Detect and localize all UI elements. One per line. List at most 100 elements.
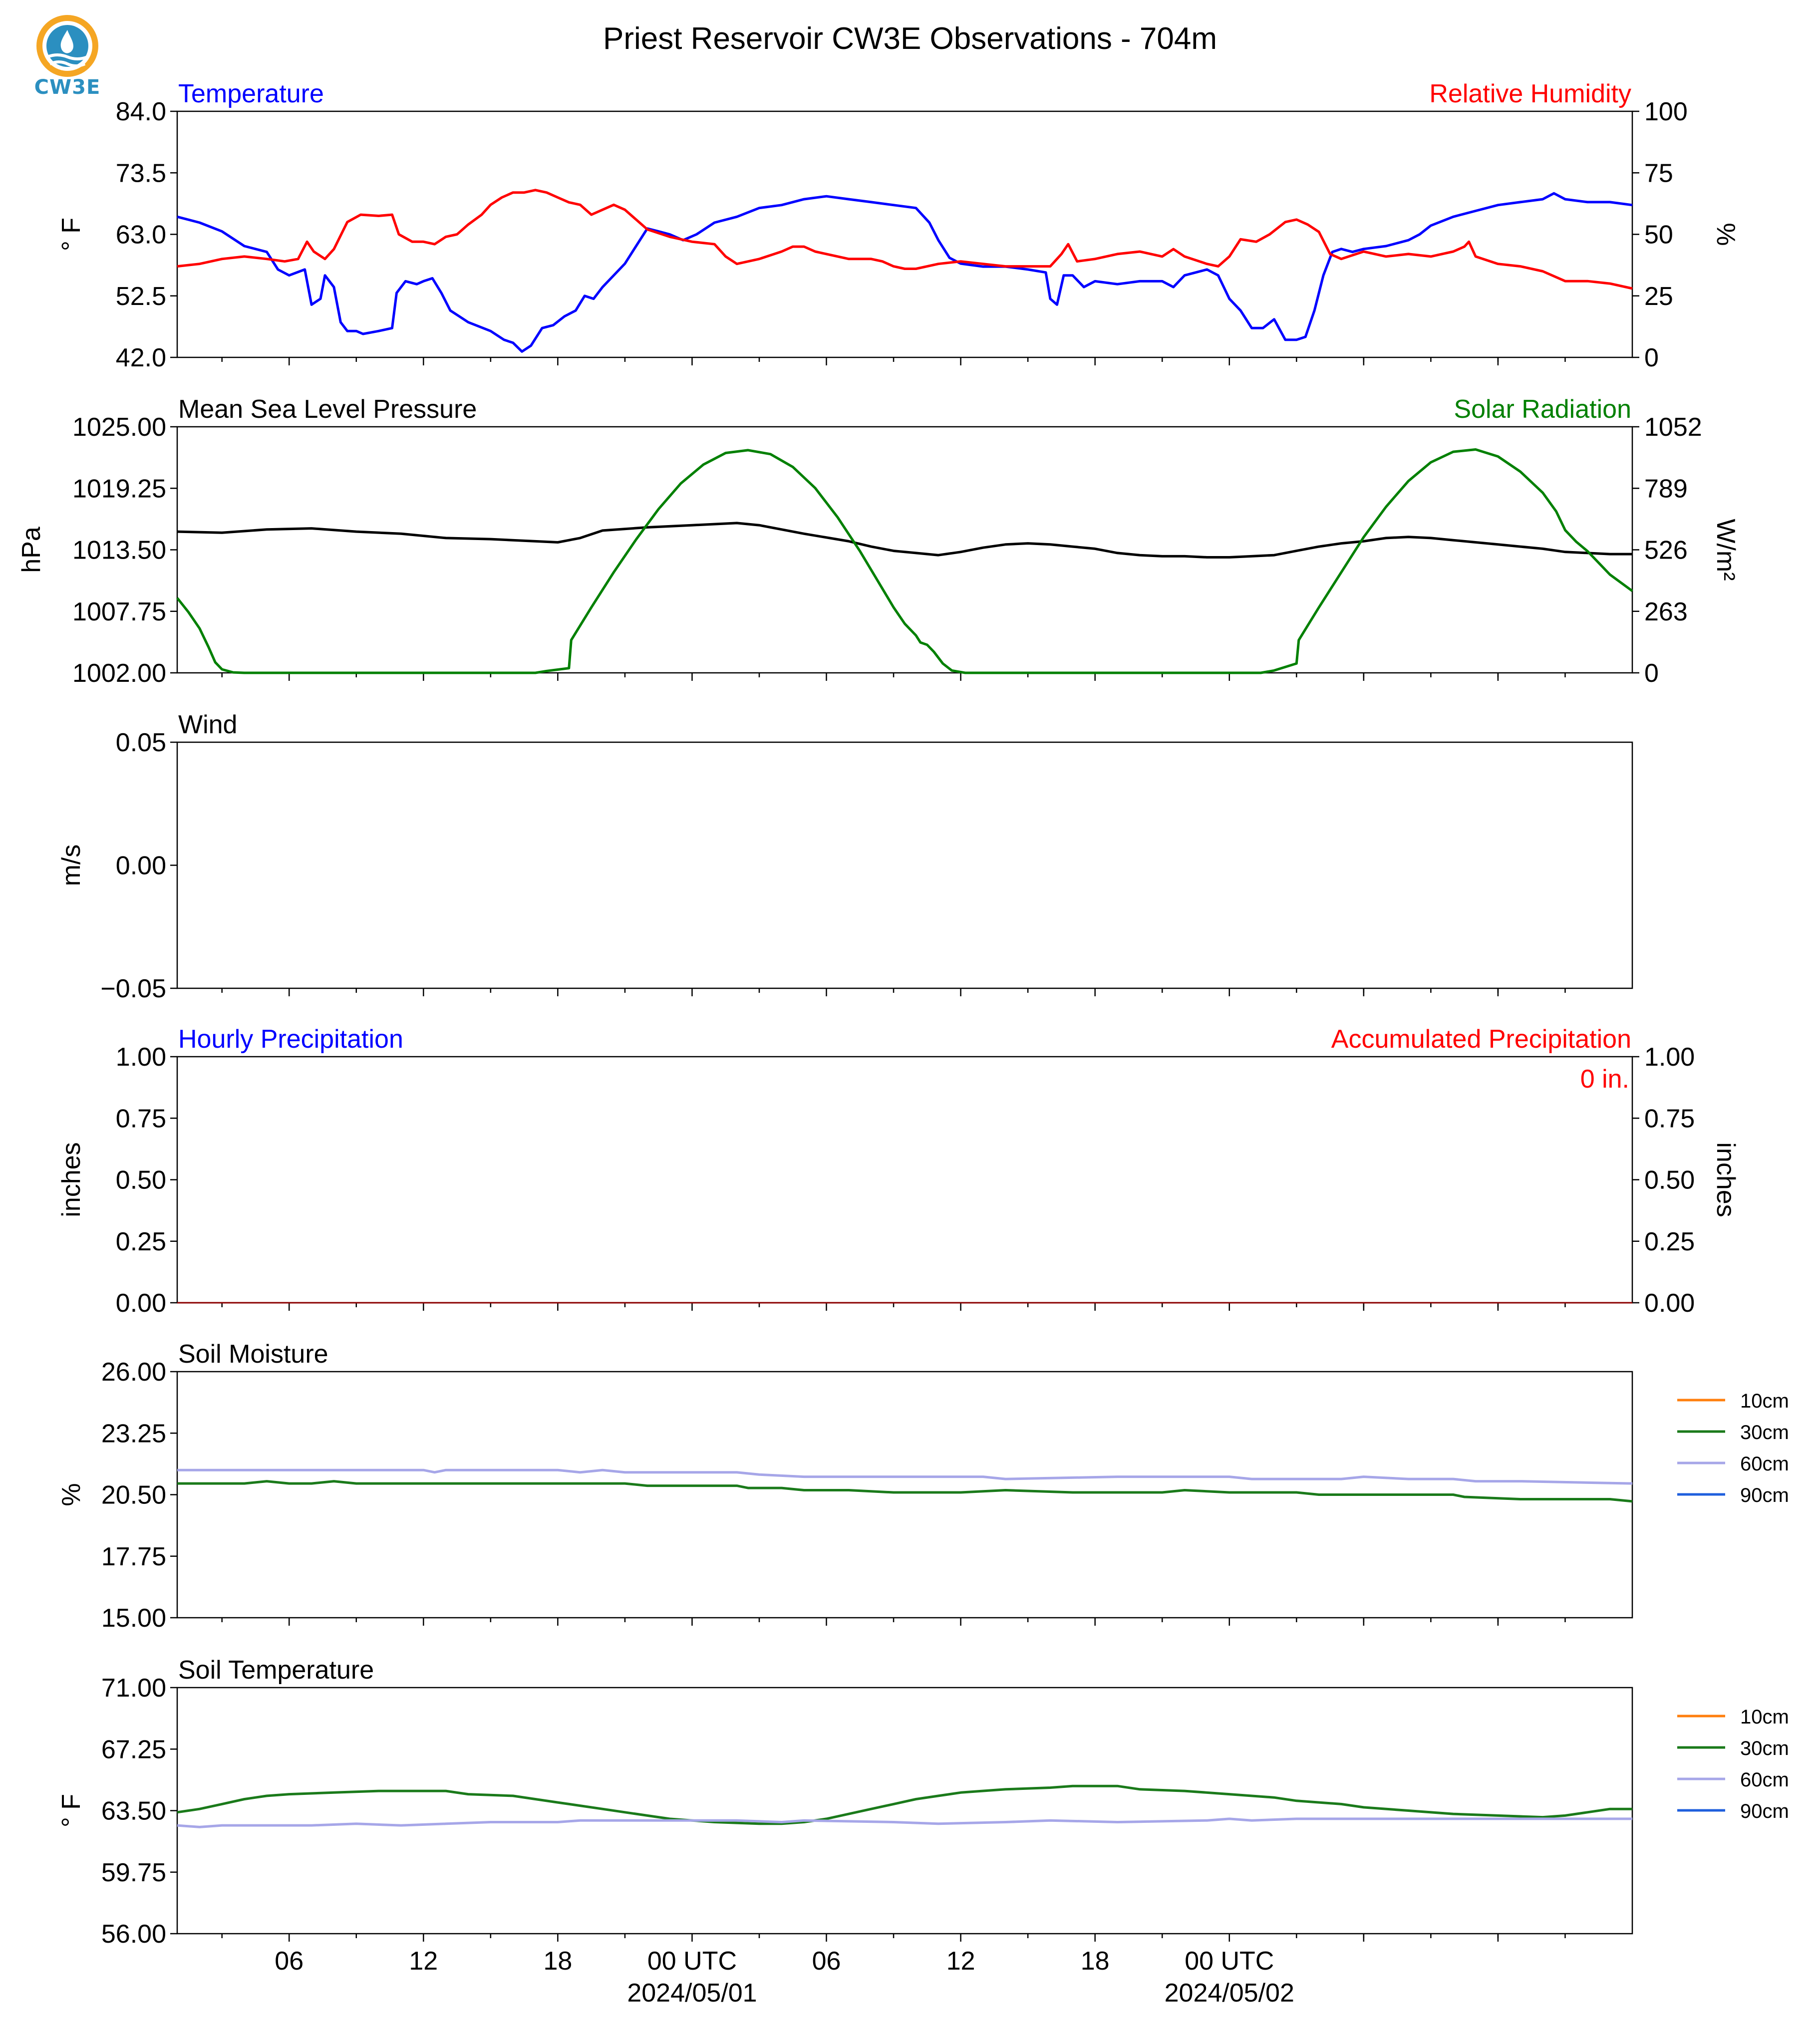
ylabel-left: % xyxy=(57,1483,86,1506)
ytick-left-label: 56.00 xyxy=(101,1920,166,1949)
series-line-mean-sea-level-pressure xyxy=(177,522,1632,559)
ytick-left-label: 26.00 xyxy=(101,1358,166,1387)
ytick-left-label: 71.00 xyxy=(101,1674,166,1703)
legend-label-90cm: 90cm xyxy=(1740,1800,1789,1822)
plot-frame xyxy=(176,426,1633,674)
panel-title-left: Wind xyxy=(178,710,237,739)
series-line-30cm xyxy=(177,1784,1632,1825)
legend-label-90cm: 90cm xyxy=(1740,1484,1789,1506)
ylabel-left: m/s xyxy=(57,845,86,886)
ylabel-right: inches xyxy=(1711,1142,1740,1217)
ytick-left-label: 15.00 xyxy=(101,1604,166,1633)
panel-title-left: Mean Sea Level Pressure xyxy=(178,395,477,424)
panel-5: 71.00 67.25 63.50 59.75 56.00 Soil Temperatur… xyxy=(57,1656,1789,1949)
series-line-solar-radiation xyxy=(176,448,1633,674)
ylabel-right: W/m² xyxy=(1711,519,1740,580)
ytick-right-label: 0.00 xyxy=(1644,1289,1695,1318)
ytick-right-label: 1.00 xyxy=(1644,1043,1695,1072)
xtick-label: 00 UTC xyxy=(1185,1947,1274,1976)
ylabel-right: % xyxy=(1711,223,1740,246)
xtick-label: 00 UTC xyxy=(647,1947,737,1976)
plot-frame xyxy=(176,1056,1633,1304)
plot-frame xyxy=(176,741,1633,989)
ytick-left-label: 20.50 xyxy=(101,1481,166,1510)
ytick-left-label: 0.00 xyxy=(116,852,166,880)
legend-label-10cm: 10cm xyxy=(1740,1706,1789,1728)
ytick-left-label: 0.00 xyxy=(116,1289,166,1318)
ytick-left-label: 1025.00 xyxy=(72,413,166,442)
ytick-left-label: 0.05 xyxy=(116,728,166,757)
ytick-left-label: 0.50 xyxy=(116,1166,166,1195)
ytick-left-label: 23.25 xyxy=(101,1419,166,1448)
ytick-left-label: 0.25 xyxy=(116,1227,166,1256)
ytick-left-label: 1002.00 xyxy=(72,659,166,688)
ytick-left-label: 1007.75 xyxy=(72,597,166,626)
figure-title: Priest Reservoir CW3E Observations - 704… xyxy=(603,21,1217,56)
ytick-right-label: 0.25 xyxy=(1644,1227,1695,1256)
ytick-right-label: 100 xyxy=(1644,97,1688,126)
ytick-left-label: −0.05 xyxy=(100,974,166,1003)
panel-2: 0.05 0.00 −0.05 Wind m/s xyxy=(57,710,1633,1003)
ytick-left-label: 52.5 xyxy=(116,282,166,311)
ytick-left-label: 17.75 xyxy=(101,1542,166,1571)
cw3e-logo: CW3E xyxy=(20,15,115,105)
ytick-right-label: 75 xyxy=(1644,159,1673,188)
ytick-left-label: 42.0 xyxy=(116,343,166,372)
ytick-left-label: 1013.50 xyxy=(72,536,166,565)
panel-title-right: Relative Humidity xyxy=(1429,79,1631,108)
legend-label-30cm: 30cm xyxy=(1740,1422,1789,1444)
ytick-left-label: 84.0 xyxy=(116,97,166,126)
panel-3: 1.00 0.75 0.50 0.25 0.00 1.00 0.75 0.50 0.25 0.00… xyxy=(57,1025,1740,1318)
plot-frame xyxy=(176,110,1633,358)
panel-title-right: Accumulated Precipitation xyxy=(1331,1025,1631,1054)
series-line-60cm xyxy=(177,1468,1633,1485)
series-line-60cm xyxy=(177,1817,1632,1828)
legend-label-60cm: 60cm xyxy=(1740,1453,1789,1475)
ytick-right-label: 263 xyxy=(1644,597,1688,626)
ytick-left-label: 1019.25 xyxy=(72,474,166,503)
panel-title-left: Hourly Precipitation xyxy=(178,1025,403,1054)
ytick-right-label: 0.50 xyxy=(1644,1166,1695,1195)
ytick-left-label: 0.75 xyxy=(116,1104,166,1133)
ytick-right-label: 0 xyxy=(1644,659,1659,688)
ytick-right-label: 526 xyxy=(1644,536,1688,565)
xtick-label: 18 xyxy=(543,1947,572,1976)
ytick-right-label: 0 xyxy=(1644,343,1659,372)
legend-label-30cm: 30cm xyxy=(1740,1738,1789,1759)
date-label: 2024/05/02 xyxy=(1165,1979,1294,2008)
ytick-right-label: 0.75 xyxy=(1644,1104,1695,1133)
series-line-temperature xyxy=(177,192,1633,353)
ytick-left-label: 73.5 xyxy=(116,159,166,188)
ytick-right-label: 25 xyxy=(1644,282,1673,311)
series-line-relative-humidity xyxy=(177,189,1633,290)
ytick-right-label: 789 xyxy=(1644,474,1688,503)
ytick-left-label: 67.25 xyxy=(101,1735,166,1764)
panel-title-left: Soil Temperature xyxy=(178,1656,374,1685)
ylabel-left: inches xyxy=(57,1142,86,1217)
panel-title-left: Soil Moisture xyxy=(178,1340,328,1369)
panel-1: 1025.00 1019.25 1013.50 1007.75 1002.00 1052 7… xyxy=(17,395,1740,688)
xtick-label: 18 xyxy=(1081,1947,1110,1976)
ytick-left-label: 63.0 xyxy=(116,221,166,250)
xtick-label: 06 xyxy=(275,1947,303,1976)
xtick-label: 12 xyxy=(409,1947,438,1976)
ytick-left-label: 59.75 xyxy=(101,1858,166,1887)
panel-0: 84.0 73.5 63.0 52.5 42.0 100 75 50 25 0 Temperatur… xyxy=(57,79,1740,372)
panel-title-right: Solar Radiation xyxy=(1454,395,1631,424)
panel-4: 26.00 23.25 20.50 17.75 15.00 Soil Moisture% 1… xyxy=(57,1340,1789,1633)
ylabel-left: ° F xyxy=(57,1794,86,1827)
ylabel-left: hPa xyxy=(17,527,46,573)
accumulated-total: 0 in. xyxy=(1580,1065,1629,1094)
ytick-left-label: 63.50 xyxy=(101,1797,166,1826)
xtick-label: 12 xyxy=(946,1947,975,1976)
ytick-left-label: 1.00 xyxy=(116,1043,166,1072)
xtick-label: 06 xyxy=(812,1947,841,1976)
logo-text: CW3E xyxy=(34,76,101,99)
ytick-right-label: 1052 xyxy=(1644,413,1702,442)
panel-title-left: Temperature xyxy=(178,79,324,108)
series-line-30cm xyxy=(177,1480,1633,1503)
legend-label-60cm: 60cm xyxy=(1740,1769,1789,1791)
date-label: 2024/05/01 xyxy=(627,1979,757,2008)
ytick-right-label: 50 xyxy=(1644,221,1673,250)
